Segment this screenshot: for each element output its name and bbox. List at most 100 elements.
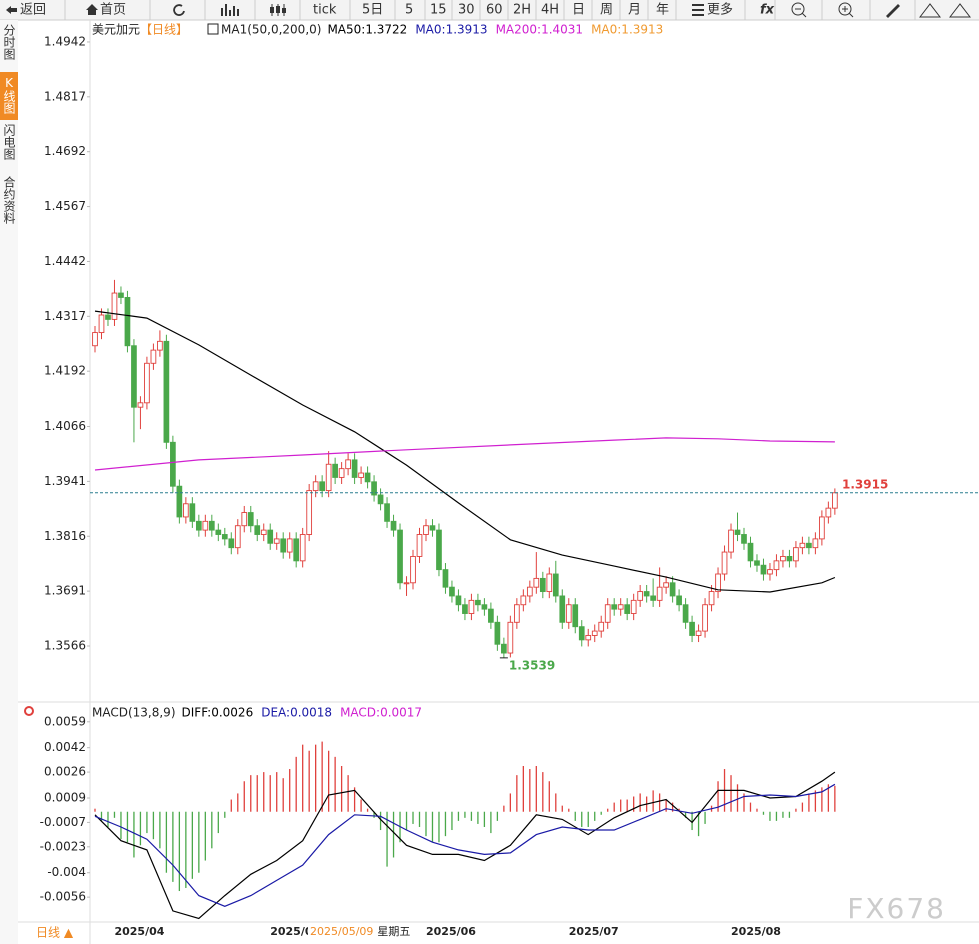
sidebar-tab[interactable]: K线图 <box>2 76 16 114</box>
fx-icon[interactable]: fx <box>760 3 775 18</box>
candle-body <box>806 542 812 549</box>
candle-body <box>98 314 105 334</box>
candle-body <box>604 604 611 623</box>
y-tick-label: 1.3816 <box>44 529 86 543</box>
sidebar <box>0 20 18 944</box>
candle-body <box>150 349 157 364</box>
watermark: FX678 <box>847 892 946 925</box>
toolbar-button[interactable]: 4H <box>541 3 559 18</box>
candle-body <box>293 538 300 562</box>
macd-icon[interactable] <box>24 706 34 716</box>
candle-body <box>202 520 209 531</box>
zoom-in <box>842 6 854 18</box>
candle-body <box>546 573 553 593</box>
candle-body <box>533 577 540 588</box>
toolbar-button[interactable]: 日 <box>572 3 585 18</box>
y-tick-label: 1.4066 <box>44 419 86 433</box>
toolbar-button[interactable]: 月 <box>628 3 641 18</box>
candle-body <box>585 635 592 641</box>
y-tick-label: 1.3941 <box>44 474 86 488</box>
toolbar-button[interactable]: 5日 <box>362 3 383 18</box>
y-tick-label: 1.4567 <box>44 199 86 213</box>
tool-icon[interactable] <box>918 3 972 18</box>
candle-body <box>832 492 838 509</box>
candle-body <box>325 463 332 492</box>
toolbar-button[interactable]: 首页 <box>100 3 126 18</box>
candle-body <box>747 542 754 562</box>
candle-body <box>650 595 656 601</box>
chart-icon[interactable] <box>221 4 239 16</box>
legend-entry: MACD:0.0017 <box>340 706 422 720</box>
legend-entry: MA0:1.3913 <box>415 23 487 37</box>
candle-body <box>715 573 721 593</box>
toolbar-button[interactable]: 返回 <box>20 3 46 18</box>
candle-body <box>358 472 364 478</box>
candle-icon <box>276 6 280 13</box>
home-icon[interactable] <box>86 4 98 15</box>
candle-body <box>760 564 767 575</box>
line-series <box>94 310 836 593</box>
chart-title: 美元加元 <box>92 23 140 37</box>
candle-body <box>455 595 462 606</box>
cursor-box <box>308 923 418 943</box>
toolbar-button[interactable]: 5 <box>405 3 413 18</box>
cursor-date: 2025/05/09 <box>310 925 373 938</box>
candle-body <box>137 402 144 408</box>
candle-body <box>105 314 111 320</box>
candle-body <box>390 520 397 531</box>
sidebar-tab[interactable]: 合约资料 <box>2 175 16 224</box>
sidebar-tab[interactable]: 闪电图 <box>2 124 16 160</box>
zoom-in[interactable] <box>838 2 852 16</box>
x-tick-label: 2025/05 <box>270 925 320 938</box>
candle-body <box>552 573 559 597</box>
pen-icon[interactable] <box>886 4 900 18</box>
candle-body <box>572 604 579 628</box>
candle-body <box>176 485 183 518</box>
indicator-icon[interactable] <box>207 23 219 35</box>
candle-body <box>280 538 287 553</box>
candle-body <box>624 604 631 614</box>
candle-body <box>436 529 442 571</box>
candle-body <box>767 569 773 575</box>
x-tick-label: 2025/04 <box>114 925 164 938</box>
toolbar-button[interactable]: 60 <box>486 3 503 18</box>
y-tick-label: 0.0026 <box>44 765 86 779</box>
candle-body <box>819 516 825 540</box>
candle-body <box>611 604 618 610</box>
candle-body <box>267 529 274 544</box>
candle-body <box>526 586 533 597</box>
toolbar-button[interactable]: 2H <box>513 3 531 18</box>
menu-icon[interactable] <box>692 4 704 16</box>
toolbar-button[interactable]: tick <box>313 3 337 18</box>
candle-body <box>565 604 572 623</box>
period-button[interactable]: 日线 ▲ <box>36 926 74 940</box>
toolbar-button[interactable]: 30 <box>458 3 475 18</box>
candle-body <box>682 604 689 623</box>
candle-body <box>157 340 163 351</box>
candle-body <box>507 621 514 654</box>
zoom-out[interactable] <box>791 2 805 16</box>
indicator-label: MA1(50,0,200,0) <box>221 23 321 37</box>
candle-body <box>208 520 215 531</box>
candle-body <box>630 599 637 614</box>
toolbar-button[interactable]: 年 <box>656 3 669 18</box>
sidebar-tab[interactable]: 分时图 <box>2 24 16 60</box>
toolbar-button[interactable]: 更多 <box>707 2 733 18</box>
refresh-icon[interactable] <box>173 4 185 16</box>
back-icon[interactable] <box>6 6 17 14</box>
x-tick-label: 2025/07 <box>569 925 619 938</box>
last-price-label: 1.3915 <box>842 477 888 491</box>
candle-body <box>591 630 598 636</box>
y-tick-label: 1.3691 <box>44 584 86 598</box>
toolbar-button[interactable]: 15 <box>430 3 447 18</box>
toolbar-button[interactable]: 周 <box>600 3 613 18</box>
candle-body <box>475 599 481 606</box>
candle-body <box>793 547 799 562</box>
candle-body <box>708 591 715 606</box>
sidebar-bg <box>0 20 18 944</box>
candle-body <box>338 468 345 478</box>
y-tick-label: -0.0007 <box>40 815 86 829</box>
candle-body <box>260 529 267 535</box>
x-tick-label: 2025/08 <box>731 925 781 938</box>
